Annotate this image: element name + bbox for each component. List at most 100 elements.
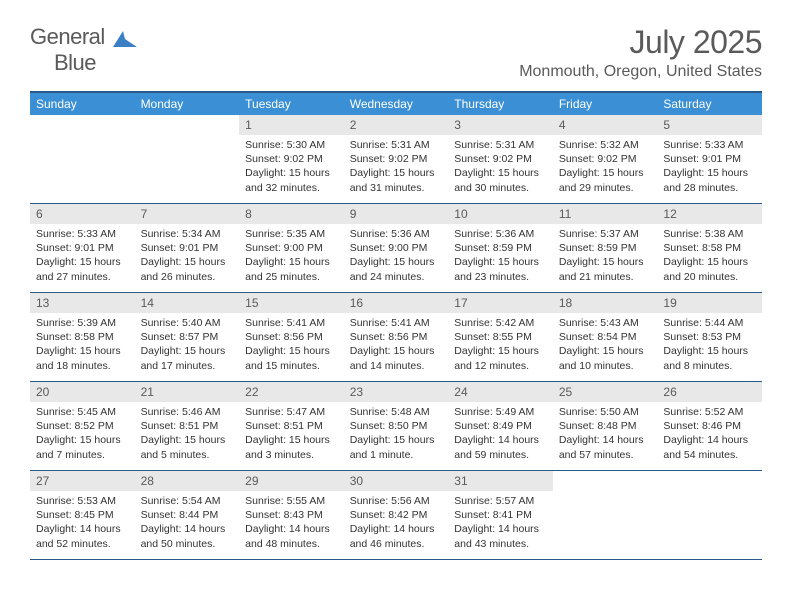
daylight-line: Daylight: 15 hours and 32 minutes. [245,166,338,194]
day-body: Sunrise: 5:42 AMSunset: 8:55 PMDaylight:… [448,313,553,379]
daylight-line: Daylight: 14 hours and 48 minutes. [245,522,338,550]
location: Monmouth, Oregon, United States [519,63,762,81]
sunrise-line: Sunrise: 5:37 AM [559,227,652,241]
day-number: 22 [239,382,344,402]
sunset-line: Sunset: 9:02 PM [245,152,338,166]
day-body: Sunrise: 5:41 AMSunset: 8:56 PMDaylight:… [239,313,344,379]
day-number: 25 [553,382,658,402]
sunrise-line: Sunrise: 5:42 AM [454,316,547,330]
sunrise-line: Sunrise: 5:52 AM [663,405,756,419]
day-body: Sunrise: 5:55 AMSunset: 8:43 PMDaylight:… [239,491,344,557]
daylight-line: Daylight: 14 hours and 59 minutes. [454,433,547,461]
sunset-line: Sunset: 8:57 PM [141,330,234,344]
sunrise-line: Sunrise: 5:44 AM [663,316,756,330]
day-cell: 28Sunrise: 5:54 AMSunset: 8:44 PMDayligh… [135,471,240,559]
sunset-line: Sunset: 8:59 PM [559,241,652,255]
sunrise-line: Sunrise: 5:33 AM [663,138,756,152]
day-body: Sunrise: 5:32 AMSunset: 9:02 PMDaylight:… [553,135,658,201]
day-cell: 21Sunrise: 5:46 AMSunset: 8:51 PMDayligh… [135,382,240,470]
sunset-line: Sunset: 9:01 PM [141,241,234,255]
day-cell: 6Sunrise: 5:33 AMSunset: 9:01 PMDaylight… [30,204,135,292]
day-number: 14 [135,293,240,313]
day-body: Sunrise: 5:31 AMSunset: 9:02 PMDaylight:… [344,135,449,201]
sunset-line: Sunset: 8:56 PM [245,330,338,344]
sunrise-line: Sunrise: 5:48 AM [350,405,443,419]
sunset-line: Sunset: 8:45 PM [36,508,129,522]
sunset-line: Sunset: 9:01 PM [663,152,756,166]
sunrise-line: Sunrise: 5:46 AM [141,405,234,419]
daylight-line: Daylight: 15 hours and 18 minutes. [36,344,129,372]
sunset-line: Sunset: 8:51 PM [141,419,234,433]
day-cell: 27Sunrise: 5:53 AMSunset: 8:45 PMDayligh… [30,471,135,559]
daylight-line: Daylight: 15 hours and 7 minutes. [36,433,129,461]
logo-mark-icon [113,29,137,49]
day-cell [30,115,135,203]
daylight-line: Daylight: 14 hours and 46 minutes. [350,522,443,550]
sunrise-line: Sunrise: 5:54 AM [141,494,234,508]
sunset-line: Sunset: 8:48 PM [559,419,652,433]
day-number: 24 [448,382,553,402]
day-body: Sunrise: 5:49 AMSunset: 8:49 PMDaylight:… [448,402,553,468]
sunset-line: Sunset: 8:41 PM [454,508,547,522]
daylight-line: Daylight: 15 hours and 8 minutes. [663,344,756,372]
day-body: Sunrise: 5:38 AMSunset: 8:58 PMDaylight:… [657,224,762,290]
day-cell: 23Sunrise: 5:48 AMSunset: 8:50 PMDayligh… [344,382,449,470]
sunrise-line: Sunrise: 5:32 AM [559,138,652,152]
day-cell: 16Sunrise: 5:41 AMSunset: 8:56 PMDayligh… [344,293,449,381]
week-row: 20Sunrise: 5:45 AMSunset: 8:52 PMDayligh… [30,382,762,471]
daylight-line: Daylight: 15 hours and 21 minutes. [559,255,652,283]
dayhead-wed: Wednesday [344,93,449,115]
day-cell: 29Sunrise: 5:55 AMSunset: 8:43 PMDayligh… [239,471,344,559]
day-cell: 15Sunrise: 5:41 AMSunset: 8:56 PMDayligh… [239,293,344,381]
day-cell: 2Sunrise: 5:31 AMSunset: 9:02 PMDaylight… [344,115,449,203]
sunset-line: Sunset: 9:00 PM [245,241,338,255]
day-cell: 24Sunrise: 5:49 AMSunset: 8:49 PMDayligh… [448,382,553,470]
day-cell: 17Sunrise: 5:42 AMSunset: 8:55 PMDayligh… [448,293,553,381]
day-number: 23 [344,382,449,402]
day-number: 31 [448,471,553,491]
day-cell: 22Sunrise: 5:47 AMSunset: 8:51 PMDayligh… [239,382,344,470]
sunset-line: Sunset: 8:55 PM [454,330,547,344]
day-body: Sunrise: 5:40 AMSunset: 8:57 PMDaylight:… [135,313,240,379]
logo: General Blue [30,24,83,76]
sunrise-line: Sunrise: 5:53 AM [36,494,129,508]
day-body: Sunrise: 5:36 AMSunset: 9:00 PMDaylight:… [344,224,449,290]
sunset-line: Sunset: 8:59 PM [454,241,547,255]
sunrise-line: Sunrise: 5:41 AM [245,316,338,330]
day-number: 21 [135,382,240,402]
day-body: Sunrise: 5:45 AMSunset: 8:52 PMDaylight:… [30,402,135,468]
sunset-line: Sunset: 8:44 PM [141,508,234,522]
day-number: 15 [239,293,344,313]
header: General Blue July 2025 Monmouth, Oregon,… [30,24,762,81]
day-body: Sunrise: 5:39 AMSunset: 8:58 PMDaylight:… [30,313,135,379]
day-cell: 26Sunrise: 5:52 AMSunset: 8:46 PMDayligh… [657,382,762,470]
day-body: Sunrise: 5:36 AMSunset: 8:59 PMDaylight:… [448,224,553,290]
day-number: 19 [657,293,762,313]
sunrise-line: Sunrise: 5:33 AM [36,227,129,241]
day-number: 6 [30,204,135,224]
daylight-line: Daylight: 15 hours and 3 minutes. [245,433,338,461]
sunset-line: Sunset: 8:43 PM [245,508,338,522]
sunset-line: Sunset: 9:01 PM [36,241,129,255]
sunrise-line: Sunrise: 5:31 AM [350,138,443,152]
sunset-line: Sunset: 8:51 PM [245,419,338,433]
sunset-line: Sunset: 8:52 PM [36,419,129,433]
sunrise-line: Sunrise: 5:49 AM [454,405,547,419]
day-number: 5 [657,115,762,135]
daylight-line: Daylight: 15 hours and 29 minutes. [559,166,652,194]
day-cell: 18Sunrise: 5:43 AMSunset: 8:54 PMDayligh… [553,293,658,381]
sunset-line: Sunset: 9:02 PM [454,152,547,166]
day-cell: 1Sunrise: 5:30 AMSunset: 9:02 PMDaylight… [239,115,344,203]
day-number: 28 [135,471,240,491]
day-cell: 10Sunrise: 5:36 AMSunset: 8:59 PMDayligh… [448,204,553,292]
sunset-line: Sunset: 8:42 PM [350,508,443,522]
dayhead-mon: Monday [135,93,240,115]
day-cell: 13Sunrise: 5:39 AMSunset: 8:58 PMDayligh… [30,293,135,381]
day-number: 13 [30,293,135,313]
day-body: Sunrise: 5:57 AMSunset: 8:41 PMDaylight:… [448,491,553,557]
day-number: 27 [30,471,135,491]
daylight-line: Daylight: 15 hours and 10 minutes. [559,344,652,372]
day-number: 11 [553,204,658,224]
sunset-line: Sunset: 9:00 PM [350,241,443,255]
sunrise-line: Sunrise: 5:39 AM [36,316,129,330]
